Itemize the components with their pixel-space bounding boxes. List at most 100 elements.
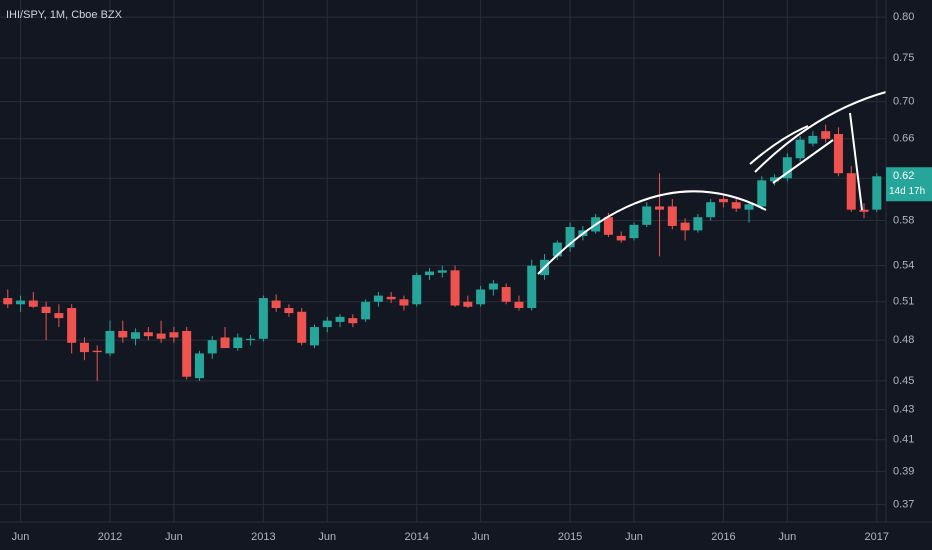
candle-body [41,306,51,314]
candle-body [271,300,281,309]
y-tick-label: 0.66 [893,133,914,145]
y-tick-label: 0.39 [893,465,914,477]
candle-body [258,298,268,339]
price-tag: 0.62 14d 17h [886,167,932,202]
candle-body [246,338,256,341]
candles [3,124,882,381]
candle-body [552,242,562,257]
candle-body [463,301,473,307]
candle-body [297,311,307,343]
candle-body [348,318,358,324]
candle-body [693,217,703,231]
y-tick-label: 0.37 [893,499,914,511]
candle-body [335,316,345,322]
arc-drawing [537,190,767,275]
candle-body [182,330,192,377]
price-tag-box [886,167,932,202]
candle-body [488,283,498,290]
y-tick-label: 0.45 [893,375,914,387]
candle-body [757,180,767,207]
candle-body [527,265,537,309]
candle-body [731,202,741,209]
candle-body [194,353,204,379]
candle-body [808,135,818,144]
y-tick-label: 0.48 [893,334,914,346]
candle-body [642,206,652,225]
x-tick-label: 2017 [865,531,889,543]
y-tick-label: 0.70 [893,95,914,107]
candle-body [718,199,728,203]
candle-body [565,227,575,248]
x-tick-label: Jun [318,531,336,543]
x-tick-label: Jun [625,531,643,543]
candle-body [361,301,371,320]
candle-body [833,134,843,174]
candle-body [207,340,217,354]
candle-body [373,295,383,302]
candle-body [603,217,613,235]
candle-body [220,337,230,349]
candle-body [501,287,511,302]
candle-body [770,177,780,182]
y-tick-label: 0.58 [893,214,914,226]
x-tick-label: Jun [12,531,30,543]
candle-body [655,206,665,210]
candle-body [169,332,179,338]
candle-body [437,270,447,273]
candle-body [54,313,64,319]
y-tick-label: 0.41 [893,434,914,446]
candle-body [67,308,77,343]
candle-body [3,298,13,305]
x-tick-label: 2012 [98,531,122,543]
candle-body [782,157,792,179]
chart-title: IHI/SPY, 1M, Cboe BZX [6,9,123,21]
candle-body [859,209,869,212]
y-tick-label: 0.80 [893,11,914,23]
candle-body [309,327,319,346]
candle-body [118,330,128,338]
candle-body [233,337,243,349]
candle-body [514,301,524,309]
candle-body [79,342,89,353]
last-price-label: 0.62 [893,170,914,182]
y-tick-label: 0.51 [893,296,914,308]
x-tick-label: Jun [165,531,183,543]
candle-body [629,224,639,239]
x-tick-label: 2013 [251,531,275,543]
drop-line [849,112,863,211]
arc-drawing [754,91,887,173]
x-tick-label: Jun [778,531,796,543]
y-tick-label: 0.43 [893,404,914,416]
grid [0,0,886,522]
candle-body [143,332,153,337]
candle-body [846,173,856,210]
candle-body [399,299,409,306]
candle-body [92,350,102,353]
candle-body [131,332,141,339]
candle-body [872,176,882,210]
channel-line [749,125,809,165]
candle-body [386,296,396,300]
candle-body [706,202,716,218]
candle-body [105,330,115,354]
countdown-label: 14d 17h [889,186,925,197]
candle-body [284,308,294,314]
candle-body [412,275,422,305]
candle-body [616,235,626,241]
candle-body [322,320,332,328]
x-tick-label: 2014 [404,531,428,543]
candle-body [450,270,460,306]
trend-drawings [537,91,887,275]
candle-body [680,222,690,231]
candle-body [744,204,754,210]
candle-body [16,300,26,305]
candle-body [156,333,166,339]
candle-body [821,131,831,139]
x-tick-label: 2015 [558,531,582,543]
channel-line [772,139,834,184]
x-tick-label: 2016 [711,531,735,543]
candle-body [425,271,434,276]
